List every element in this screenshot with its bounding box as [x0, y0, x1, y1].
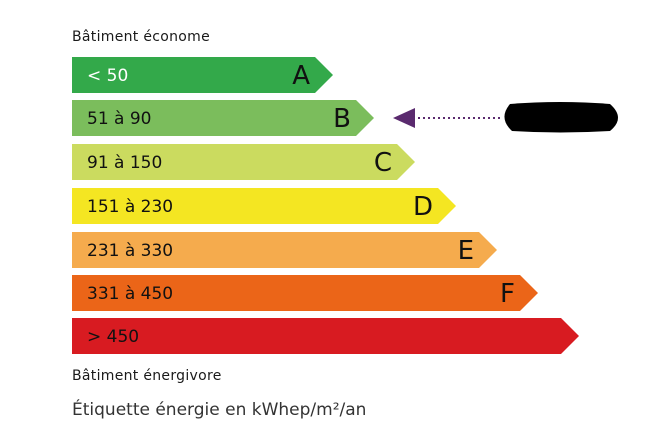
top-label: Bâtiment économe: [72, 29, 210, 45]
class-bar-c: [72, 144, 415, 180]
bottom-label: Bâtiment énergivore: [72, 368, 222, 384]
redacted-value: [504, 102, 618, 133]
class-bar-d: [72, 188, 456, 224]
class-bar-b: [72, 100, 374, 136]
class-range-g: > 450: [87, 327, 139, 347]
class-letter-b: B: [333, 104, 351, 134]
class-range-d: 151 à 230: [87, 197, 173, 217]
class-letter-a: A: [292, 61, 310, 91]
class-bar-e: [72, 232, 497, 268]
class-letter-e: E: [458, 236, 474, 266]
class-range-a: < 50: [87, 66, 128, 86]
class-range-c: 91 à 150: [87, 153, 162, 173]
class-letter-c: C: [374, 148, 392, 178]
class-range-e: 231 à 330: [87, 241, 173, 261]
indicator-arrow-icon: [393, 108, 415, 128]
unit-label: Étiquette énergie en kWhep/m²/an: [72, 400, 367, 420]
class-range-f: 331 à 450: [87, 284, 173, 304]
class-bar-g: [72, 318, 579, 354]
class-bar-f: [72, 275, 538, 311]
class-letter-d: D: [413, 192, 433, 222]
class-range-b: 51 à 90: [87, 109, 152, 129]
class-bar-a: [72, 57, 333, 93]
class-letter-f: F: [500, 279, 515, 309]
